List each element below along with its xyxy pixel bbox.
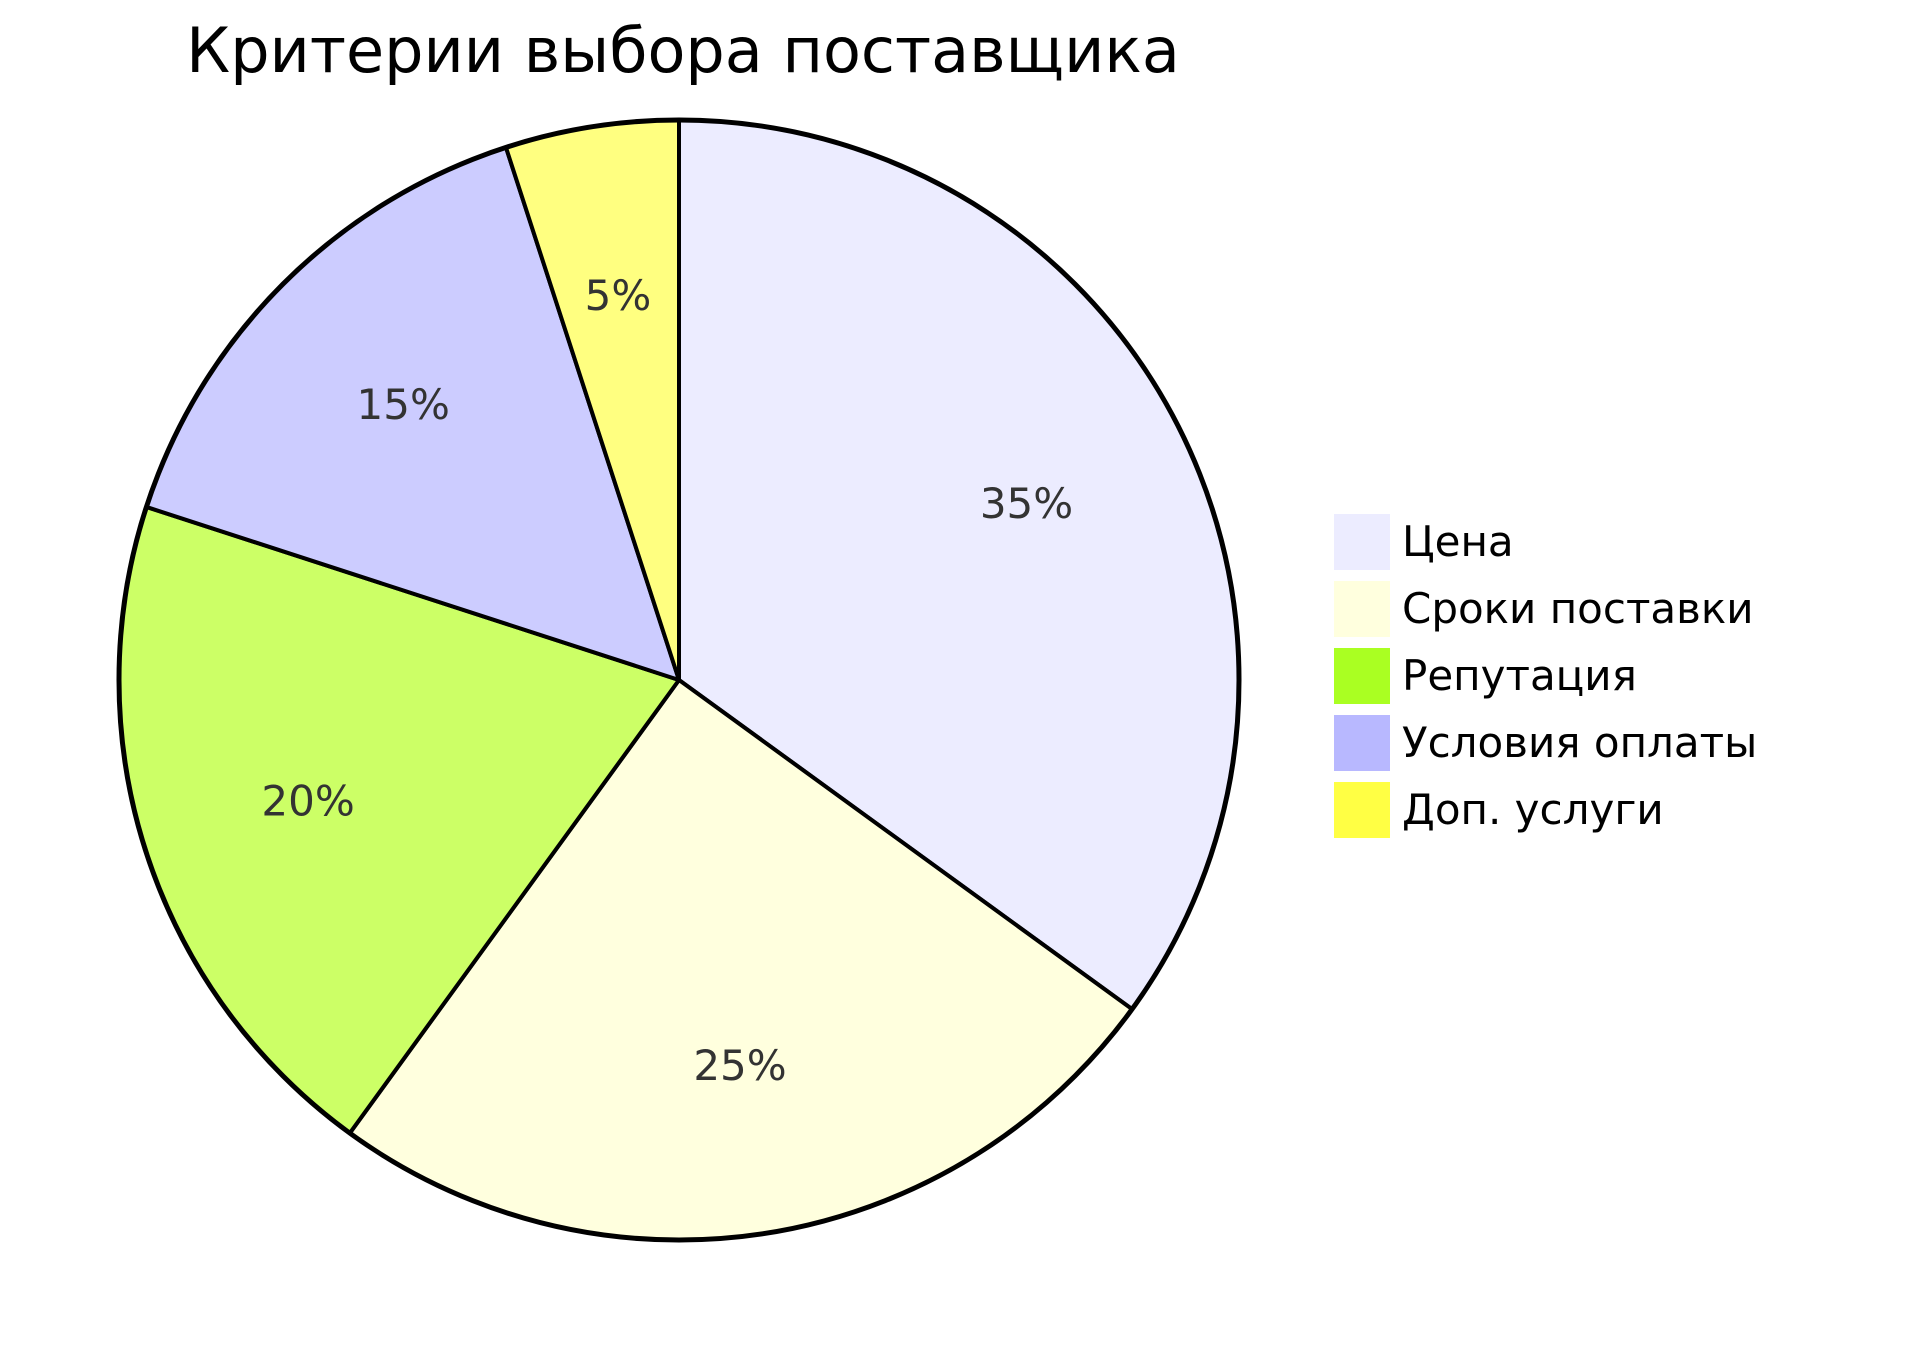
legend-swatch [1334, 514, 1390, 570]
legend-swatch [1334, 782, 1390, 838]
legend-swatch [1334, 715, 1390, 771]
legend-label: Условия оплаты [1402, 718, 1757, 767]
slice-label-условия-оплаты: 15% [357, 380, 450, 429]
pie-slices [116, 118, 1242, 1243]
legend-label: Сроки поставки [1402, 584, 1754, 633]
slice-labels: 35% 25% 20% 15% 5% [261, 271, 1073, 1090]
pie-outline [116, 117, 1242, 1243]
legend-label: Цена [1402, 517, 1514, 566]
slice-label-цена: 35% [980, 479, 1073, 528]
slice-label-доп-услуги: 5% [585, 271, 652, 320]
legend-item-условия-оплаты: Условия оплаты [1334, 715, 1757, 771]
legend-label: Репутация [1402, 651, 1637, 700]
legend-item-цена: Цена [1334, 514, 1514, 570]
legend-swatch [1334, 648, 1390, 704]
chart-title: Критерии выбора поставщика [186, 14, 1180, 87]
legend-item-сроки-поставки: Сроки поставки [1334, 581, 1754, 637]
slice-label-сроки-поставки: 25% [693, 1041, 786, 1090]
slice-label-репутация: 20% [261, 777, 354, 826]
legend-item-доп-услуги: Доп. услуги [1334, 782, 1664, 838]
legend-item-репутация: Репутация [1334, 648, 1637, 704]
legend-swatch [1334, 581, 1390, 637]
legend-label: Доп. услуги [1402, 785, 1664, 834]
legend: Цена Сроки поставки Репутация Условия оплат… [1334, 514, 1757, 838]
